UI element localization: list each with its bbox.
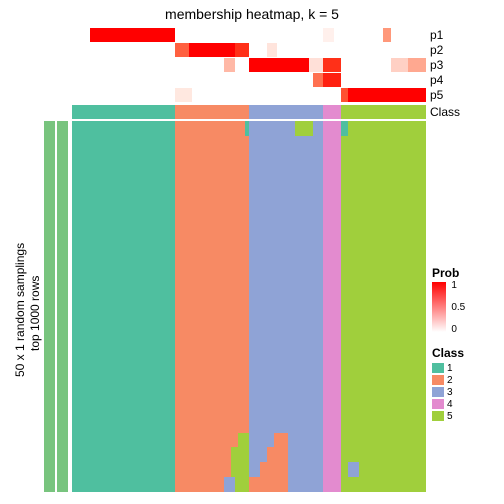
legend-class-label: 4	[447, 399, 453, 410]
prob-row-p4	[72, 73, 426, 87]
legend-class-item: 5	[432, 410, 464, 422]
legend-swatch-icon	[432, 375, 444, 385]
heatmap-row	[72, 136, 426, 173]
prob-row-p3	[72, 58, 426, 72]
row-label-p4: p4	[430, 73, 443, 87]
heatmap-body	[72, 121, 426, 492]
prob-row-p2	[72, 43, 426, 57]
legend-prob-tick: 0.5	[451, 302, 465, 313]
row-annotation-label-1: 50 x 1 random samplings	[13, 242, 27, 376]
prob-row-p5	[72, 88, 426, 102]
row-label-class: Class	[430, 105, 460, 119]
heatmap-row	[72, 433, 426, 448]
row-label-p3: p3	[430, 58, 443, 72]
plot-title: membership heatmap, k = 5	[0, 6, 504, 22]
figure-root: membership heatmap, k = 5 p1p2p3p4p5 Clas…	[0, 0, 504, 504]
legend-prob: Prob 10.50	[432, 266, 471, 332]
prob-row-p1	[72, 28, 426, 42]
row-label-p1: p1	[430, 28, 443, 42]
legend-class-title: Class	[432, 346, 464, 360]
legend-class-label: 3	[447, 387, 453, 398]
legend-class-item: 3	[432, 386, 464, 398]
legend-class-item: 4	[432, 398, 464, 410]
legend-prob-tick: 1	[451, 280, 457, 291]
row-annotation-toprows	[57, 121, 68, 492]
legend-prob-title: Prob	[432, 266, 471, 280]
row-label-p2: p2	[430, 43, 443, 57]
legend-swatch-icon	[432, 399, 444, 409]
row-label-p5: p5	[430, 88, 443, 102]
legend-class-label: 5	[447, 411, 453, 422]
heatmap-row	[72, 173, 426, 433]
legend-class-item: 1	[432, 362, 464, 374]
row-annotation-samplings	[44, 121, 55, 492]
legend-class-label: 2	[447, 375, 453, 386]
heatmap-row	[72, 447, 426, 462]
heatmap-row	[72, 462, 426, 477]
legend-prob-ticks: 10.50	[451, 282, 471, 332]
legend-prob-tick: 0	[451, 324, 457, 335]
legend-class-label: 1	[447, 363, 453, 374]
heatmap-row	[72, 477, 426, 492]
heatmap-row	[72, 121, 426, 136]
row-annotation-label-2: top 1000 rows	[28, 275, 42, 350]
legend-class-item: 2	[432, 374, 464, 386]
legend-swatch-icon	[432, 363, 444, 373]
legend-swatch-icon	[432, 387, 444, 397]
legend-swatch-icon	[432, 411, 444, 421]
legend-class: Class 12345	[432, 346, 464, 422]
legend-prob-gradient	[432, 282, 446, 332]
class-row	[72, 105, 426, 119]
